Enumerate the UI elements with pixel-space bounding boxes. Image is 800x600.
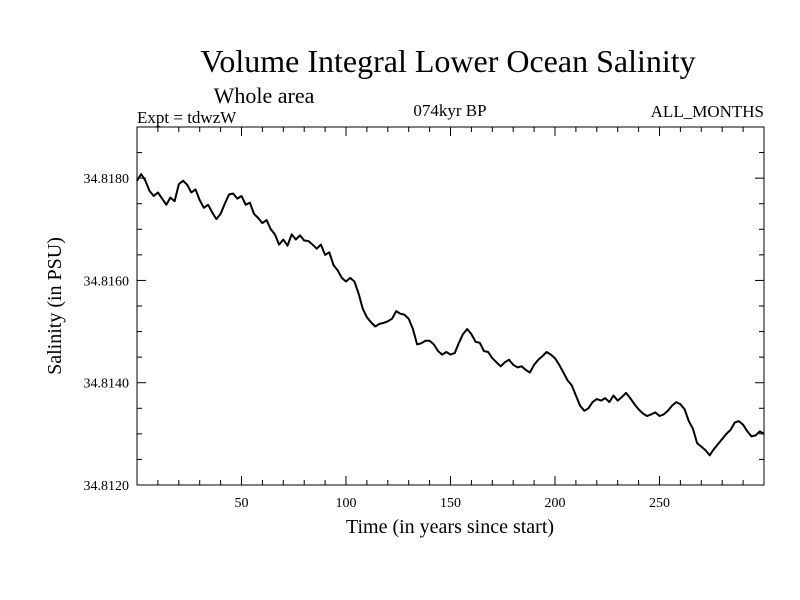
period-label: 074kyr BP <box>413 101 486 120</box>
chart-title: Volume Integral Lower Ocean Salinity <box>200 43 695 79</box>
x-tick-label: 50 <box>235 496 249 511</box>
x-tick-label: 100 <box>336 496 357 511</box>
x-axis-label: Time (in years since start) <box>346 516 554 538</box>
y-tick-label: 34.8160 <box>84 274 130 289</box>
plot-frame <box>136 126 765 486</box>
y-axis-label: Salinity (in PSU) <box>44 237 66 375</box>
months-label: ALL_MONTHS <box>651 102 764 121</box>
chart-subtitle: Whole area <box>214 83 315 108</box>
y-axis-ticks: 34.8120 34.8140 34.8160 34.8180 <box>84 172 130 494</box>
series-line <box>136 173 765 457</box>
y-tick-label: 34.8120 <box>84 479 130 494</box>
x-tick-label: 200 <box>545 496 566 511</box>
x-axis-ticks: 50 100 150 200 250 <box>235 496 671 511</box>
x-tick-label: 250 <box>649 496 670 511</box>
y-tick-label: 34.8140 <box>84 377 130 392</box>
minor-ticks <box>137 127 764 485</box>
experiment-label: Expt = tdwzW <box>137 108 237 127</box>
y-tick-label: 34.8180 <box>84 172 130 187</box>
x-tick-label: 150 <box>440 496 461 511</box>
